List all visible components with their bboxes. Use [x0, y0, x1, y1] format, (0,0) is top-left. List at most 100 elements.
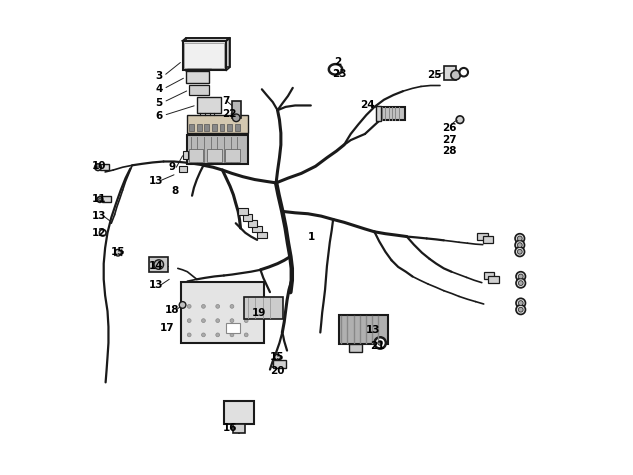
- Bar: [197, 97, 220, 113]
- Bar: [238, 208, 248, 215]
- Circle shape: [230, 304, 234, 308]
- Text: 7: 7: [223, 95, 230, 106]
- Text: 21: 21: [370, 341, 385, 351]
- Text: 27: 27: [442, 134, 457, 145]
- Text: 13: 13: [149, 175, 164, 186]
- Circle shape: [517, 236, 522, 241]
- Circle shape: [516, 278, 525, 288]
- Bar: [102, 196, 111, 202]
- Circle shape: [244, 333, 248, 337]
- Text: 6: 6: [155, 111, 163, 121]
- Bar: [204, 124, 209, 131]
- Bar: [186, 38, 230, 67]
- Circle shape: [187, 304, 191, 308]
- Bar: [248, 220, 257, 227]
- Bar: [234, 424, 245, 433]
- Bar: [444, 66, 456, 80]
- Text: 16: 16: [223, 423, 237, 434]
- Bar: [226, 323, 239, 333]
- Text: 18: 18: [165, 304, 179, 315]
- Text: 25: 25: [427, 70, 442, 80]
- Bar: [257, 232, 266, 238]
- Bar: [235, 124, 239, 131]
- Bar: [197, 124, 201, 131]
- Bar: [182, 41, 226, 70]
- Circle shape: [154, 260, 163, 269]
- Bar: [227, 124, 232, 131]
- Circle shape: [460, 68, 468, 76]
- Text: 11: 11: [92, 194, 106, 205]
- Bar: [212, 124, 216, 131]
- Circle shape: [275, 354, 280, 360]
- Circle shape: [515, 247, 525, 256]
- Bar: [243, 214, 253, 221]
- Circle shape: [516, 305, 525, 314]
- Circle shape: [518, 301, 523, 305]
- Text: 13: 13: [92, 211, 106, 221]
- Circle shape: [518, 274, 523, 279]
- Circle shape: [451, 70, 460, 80]
- Circle shape: [99, 229, 106, 236]
- Bar: [273, 360, 286, 368]
- Text: 5: 5: [155, 97, 163, 108]
- Text: 28: 28: [442, 146, 457, 156]
- Text: 20: 20: [270, 365, 285, 376]
- Circle shape: [95, 164, 101, 171]
- Bar: [349, 344, 362, 352]
- Bar: [181, 282, 264, 343]
- Circle shape: [99, 198, 101, 201]
- Text: 9: 9: [168, 162, 176, 172]
- Text: 22: 22: [222, 109, 236, 119]
- Bar: [187, 115, 248, 133]
- Text: 14: 14: [149, 261, 164, 271]
- Circle shape: [515, 240, 525, 250]
- Bar: [377, 106, 381, 121]
- Bar: [220, 124, 224, 131]
- Text: 10: 10: [92, 161, 106, 171]
- Text: 3: 3: [155, 71, 163, 81]
- Circle shape: [244, 304, 248, 308]
- Text: 17: 17: [160, 323, 175, 333]
- Circle shape: [244, 319, 248, 323]
- Circle shape: [216, 333, 220, 337]
- Text: 1: 1: [308, 232, 315, 243]
- Bar: [100, 164, 110, 170]
- Circle shape: [216, 304, 220, 308]
- Circle shape: [97, 197, 103, 202]
- Text: 23: 23: [332, 68, 346, 79]
- Bar: [189, 85, 209, 95]
- Circle shape: [516, 272, 525, 281]
- Circle shape: [187, 319, 191, 323]
- Bar: [149, 257, 168, 272]
- Bar: [224, 401, 254, 424]
- Circle shape: [517, 249, 522, 254]
- Bar: [187, 135, 248, 164]
- Circle shape: [518, 307, 523, 312]
- Circle shape: [115, 249, 122, 256]
- Text: 13: 13: [149, 280, 164, 290]
- Bar: [232, 101, 241, 118]
- Bar: [225, 149, 239, 162]
- Circle shape: [201, 333, 205, 337]
- Circle shape: [515, 234, 525, 243]
- Circle shape: [201, 304, 205, 308]
- Circle shape: [375, 337, 386, 349]
- Bar: [189, 149, 203, 162]
- Text: 12: 12: [92, 228, 106, 238]
- Bar: [253, 226, 262, 232]
- Text: 15: 15: [111, 247, 126, 257]
- Bar: [489, 276, 499, 283]
- Text: 4: 4: [155, 84, 163, 95]
- Circle shape: [216, 319, 220, 323]
- Circle shape: [230, 319, 234, 323]
- Circle shape: [517, 243, 522, 247]
- Bar: [339, 315, 388, 344]
- Text: 13: 13: [367, 325, 381, 335]
- Bar: [189, 124, 194, 131]
- Bar: [207, 149, 222, 162]
- Circle shape: [378, 341, 382, 345]
- Bar: [484, 272, 494, 279]
- Circle shape: [516, 298, 525, 308]
- Circle shape: [456, 116, 464, 124]
- Circle shape: [232, 114, 240, 122]
